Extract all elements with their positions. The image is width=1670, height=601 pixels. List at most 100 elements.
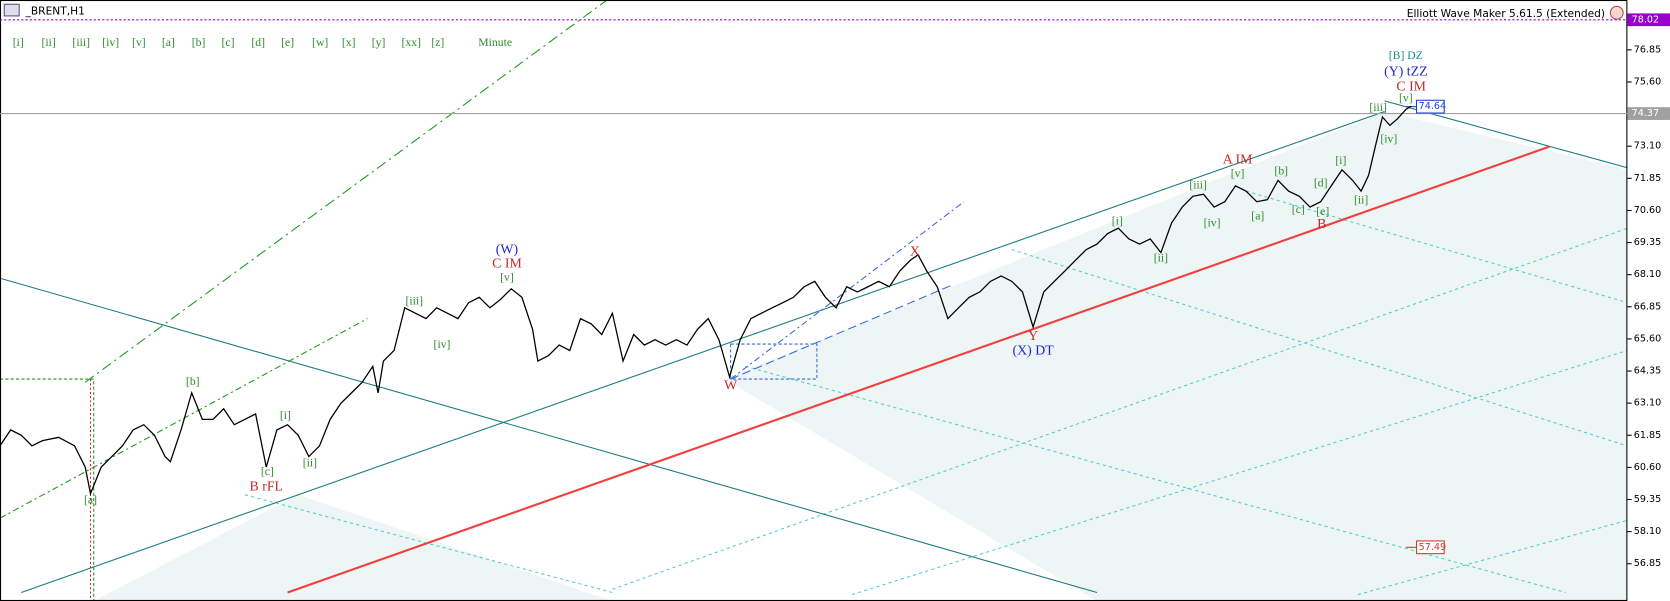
fan-line — [1011, 249, 1628, 447]
dashed-box — [730, 343, 818, 380]
chart-title: _BRENT,H1 — [25, 5, 85, 18]
wave-label: [c] — [1292, 203, 1305, 216]
wave-tool[interactable]: [x] — [342, 36, 356, 49]
wave-label: [iv] — [434, 338, 451, 351]
base-line — [287, 145, 1551, 594]
wave-tool[interactable]: [ii] — [42, 36, 56, 49]
indicator-name: Elliott Wave Maker 5.61.5 (Extended) — [1407, 7, 1605, 20]
y-tick-label: 68.10 — [1634, 269, 1661, 280]
fan-line — [851, 349, 1628, 596]
wave-label: [i] — [1335, 154, 1346, 167]
fan-line — [1245, 190, 1628, 304]
fan-line — [612, 227, 1628, 590]
wave-label: B — [1317, 216, 1326, 231]
wave-label: [v] — [500, 271, 514, 284]
wave-label: (W) — [496, 242, 518, 258]
y-tick-label: 76.85 — [1634, 44, 1661, 55]
fan-line — [1357, 519, 1628, 596]
wave-label: [a] — [1251, 209, 1264, 222]
level-box — [1415, 540, 1445, 555]
wave-tool[interactable]: [w] — [312, 36, 328, 49]
wave-label: [iii] — [1369, 101, 1387, 114]
wave-tool[interactable]: [xx] — [402, 36, 422, 49]
wave-label: [iii] — [406, 294, 424, 307]
level-label: 74.64 — [1419, 101, 1446, 112]
y-tick-label: 64.35 — [1634, 366, 1661, 377]
channel-line — [0, 277, 1098, 594]
wave-label: C IM — [492, 256, 522, 271]
dashed-box — [0, 378, 95, 601]
y-tick-label: 59.35 — [1634, 494, 1661, 505]
wave-label: [d] — [1314, 176, 1328, 189]
dash-dot-line — [730, 201, 965, 380]
wave-label: [c] — [261, 465, 274, 478]
y-tick-label: 63.10 — [1634, 398, 1661, 409]
wave-tool[interactable]: [z] — [431, 36, 444, 49]
wave-tool[interactable]: [b] — [192, 36, 206, 49]
wave-label: [ii] — [303, 457, 317, 470]
symbol-icon — [3, 3, 20, 17]
plot-frame — [0, 0, 1628, 601]
price-box — [1627, 13, 1670, 27]
y-tick-label: 56.85 — [1634, 558, 1661, 569]
wave-label: [iv] — [1380, 133, 1397, 146]
wave-label: [ii] — [1354, 193, 1368, 206]
wave-label: [iv] — [1204, 217, 1221, 230]
price-box — [1627, 107, 1670, 120]
dash-dot-line — [84, 0, 608, 383]
wave-label: [v] — [1231, 167, 1245, 180]
wave-label: [B] DZ — [1389, 49, 1423, 62]
wave-label: [i] — [280, 409, 291, 422]
wave-label: [v] — [1399, 91, 1413, 104]
channel-fill — [724, 111, 1628, 601]
wave-label: X — [910, 244, 920, 259]
y-tick-label: 60.60 — [1634, 462, 1661, 473]
wave-tool[interactable]: [iv] — [102, 36, 119, 49]
wave-label: W — [724, 378, 738, 393]
price-line-series — [0, 105, 1412, 496]
channel-fill — [93, 494, 613, 601]
wave-tool[interactable]: [d] — [251, 36, 265, 49]
level-box — [1415, 99, 1445, 114]
wave-tool[interactable]: [v] — [132, 36, 146, 49]
y-tick-label: 58.10 — [1634, 526, 1661, 537]
wave-tool[interactable]: [y] — [372, 36, 386, 49]
wave-label: (Y) tZZ — [1384, 63, 1427, 79]
y-tick-label: 75.60 — [1634, 76, 1661, 87]
drawings — [0, 0, 1628, 601]
wave-label: [b] — [186, 375, 200, 388]
wave-label: [i] — [1112, 215, 1123, 228]
y-tick-label: 73.10 — [1634, 141, 1661, 152]
wave-label: B rFL — [250, 478, 283, 493]
wave-label: A IM — [1223, 152, 1253, 167]
y-tick-label: 69.35 — [1634, 237, 1661, 248]
wave-label: [a] — [84, 494, 97, 507]
fan-line — [745, 365, 1566, 594]
wave-tool[interactable]: [i] — [13, 36, 24, 49]
dashed-line — [730, 284, 954, 380]
level-label: 57.49 — [1419, 542, 1446, 553]
y-tick-label: 65.60 — [1634, 333, 1661, 344]
wave-tool[interactable]: Minute — [478, 36, 512, 49]
price-label: 74.37 — [1632, 108, 1659, 119]
wave-tool[interactable]: [iii] — [72, 36, 90, 49]
y-tick-label: 61.85 — [1634, 430, 1661, 441]
wave-label: (X) DT — [1013, 343, 1055, 359]
channel-line — [21, 110, 1385, 594]
y-tick-label: 70.60 — [1634, 205, 1661, 216]
y-tick-label: 71.85 — [1634, 173, 1661, 184]
wave-tool[interactable]: [e] — [281, 36, 294, 49]
price-label: 78.02 — [1632, 14, 1659, 25]
wave-tool[interactable]: [a] — [162, 36, 175, 49]
wave-tool[interactable]: [c] — [222, 36, 235, 49]
wave-label: [ii] — [1154, 252, 1168, 265]
wave-label: [e] — [1316, 205, 1329, 218]
wave-label: [b] — [1274, 165, 1288, 178]
y-tick-label: 66.85 — [1634, 301, 1661, 312]
wave-label: [iii] — [1189, 178, 1207, 191]
wave-label: Y — [1028, 328, 1038, 343]
wave-label: C IM — [1396, 78, 1426, 93]
indicator-icon — [1609, 5, 1624, 20]
